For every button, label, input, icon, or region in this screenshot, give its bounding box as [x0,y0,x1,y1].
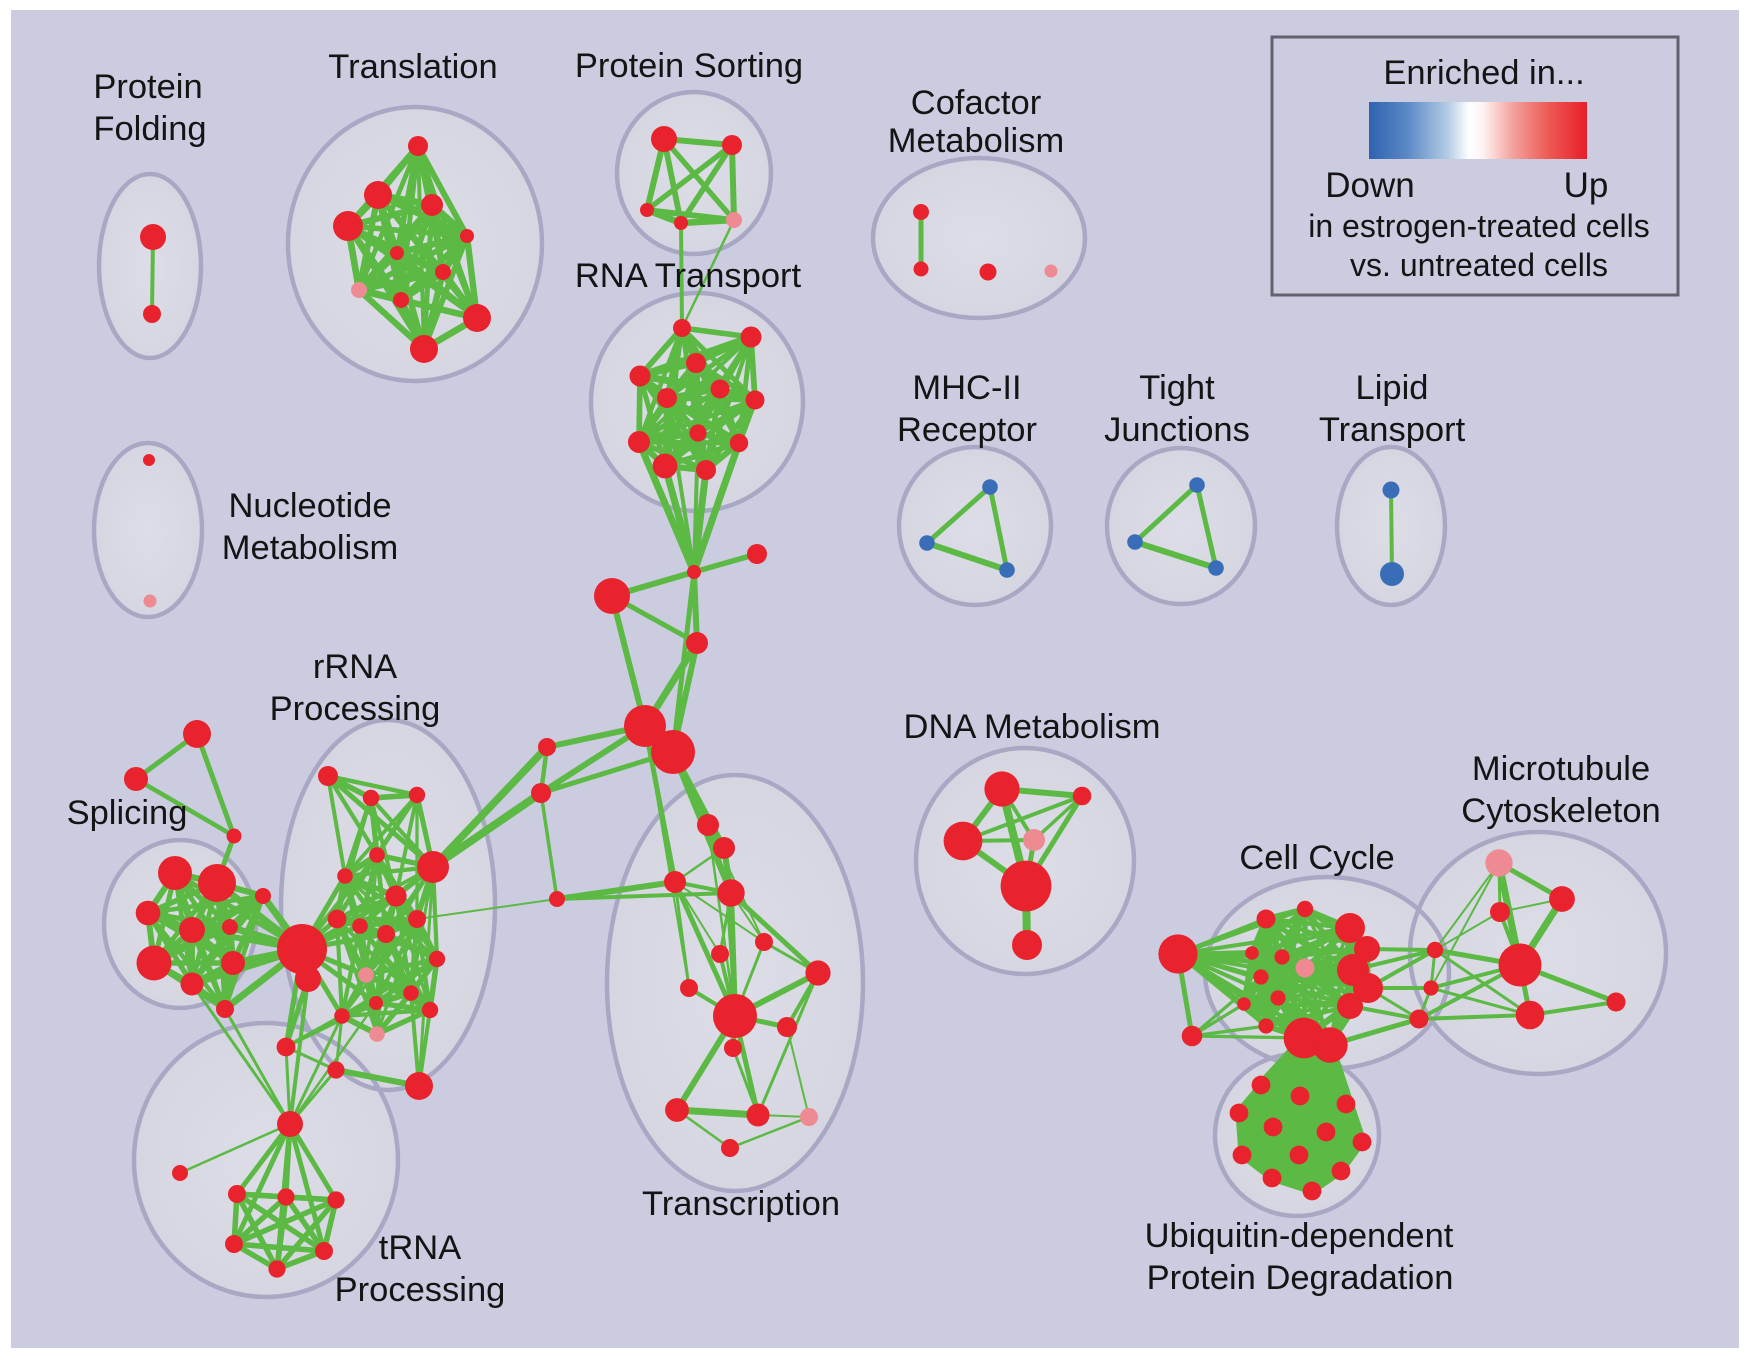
svg-text:RNA Transport: RNA Transport [575,257,802,295]
svg-text:Nucleotide: Nucleotide [228,487,391,525]
svg-text:Microtubule: Microtubule [1472,750,1650,788]
svg-text:Processing: Processing [335,1271,506,1309]
svg-text:DNA Metabolism: DNA Metabolism [904,708,1161,746]
svg-text:Transcription: Transcription [642,1185,840,1223]
svg-text:Metabolism: Metabolism [888,122,1064,160]
svg-text:rRNA: rRNA [313,648,397,686]
svg-text:vs. untreated cells: vs. untreated cells [1350,247,1608,283]
svg-text:Cell Cycle: Cell Cycle [1239,839,1394,877]
svg-text:Cofactor: Cofactor [911,84,1041,122]
svg-text:Down: Down [1325,166,1414,205]
svg-text:MHC-II: MHC-II [912,369,1021,407]
svg-text:Up: Up [1564,166,1609,205]
svg-text:Lipid: Lipid [1356,369,1429,407]
svg-text:Protein Degradation: Protein Degradation [1147,1259,1454,1297]
svg-text:Folding: Folding [93,110,206,148]
svg-text:Protein Sorting: Protein Sorting [575,47,803,85]
svg-text:Tight: Tight [1139,369,1215,407]
svg-text:Junctions: Junctions [1104,411,1250,449]
svg-text:Metabolism: Metabolism [222,529,398,567]
svg-text:Splicing: Splicing [67,794,188,832]
svg-text:in estrogen-treated cells: in estrogen-treated cells [1308,208,1650,244]
svg-text:Ubiquitin-dependent: Ubiquitin-dependent [1145,1217,1454,1255]
svg-text:Receptor: Receptor [897,411,1037,449]
svg-text:Processing: Processing [270,690,441,728]
svg-text:Transport: Transport [1319,411,1466,449]
svg-text:tRNA: tRNA [379,1229,461,1267]
svg-text:Translation: Translation [328,48,497,86]
svg-text:Cytoskeleton: Cytoskeleton [1461,792,1660,830]
svg-text:Protein: Protein [93,68,202,106]
svg-text:Enriched in...: Enriched in... [1383,54,1584,92]
